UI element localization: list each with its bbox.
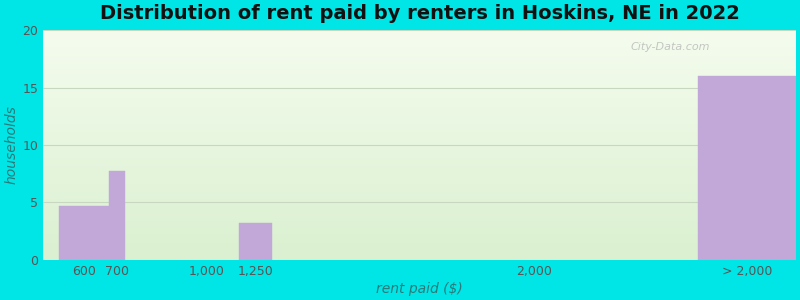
Bar	[239, 223, 272, 260]
X-axis label: rent paid ($): rent paid ($)	[376, 282, 463, 296]
Bar	[59, 206, 109, 260]
Y-axis label: households: households	[4, 106, 18, 184]
Text: City-Data.com: City-Data.com	[630, 42, 710, 52]
Title: Distribution of rent paid by renters in Hoskins, NE in 2022: Distribution of rent paid by renters in …	[99, 4, 739, 23]
Bar	[698, 76, 796, 260]
Bar	[109, 171, 125, 260]
